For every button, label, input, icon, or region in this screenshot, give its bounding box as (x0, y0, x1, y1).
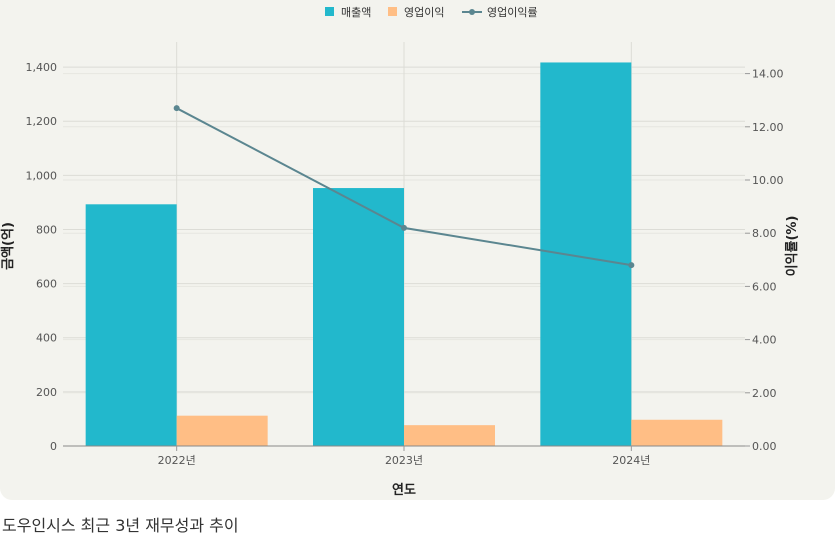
y2-tick-label: 14.00 (752, 68, 784, 81)
y2-tick-label: 0.00 (752, 440, 777, 453)
y-axis-title: 금액(억) (1, 222, 16, 270)
margin-line-point (401, 224, 407, 231)
bar-operating-profit (631, 419, 723, 446)
bar-operating-profit (176, 415, 268, 446)
x-tick-label: 2022년 (158, 454, 196, 467)
margin-line-point (628, 262, 635, 269)
y-tick-label: 0 (50, 440, 57, 453)
financial-chart: 0 200 400 600 800 1,000 1,200 1,400 0.00 2.00 4.00… (1, 6, 800, 498)
bar-revenue (85, 204, 177, 446)
y2-axis-title: 이익률(%) (784, 216, 800, 277)
legend-label: 영업이익 (404, 6, 444, 19)
bar-revenue (540, 62, 632, 446)
legend-label: 영업이익률 (487, 6, 538, 19)
chart-caption: 도우인시스 최근 3년 재무성과 추이 (2, 516, 239, 535)
legend-label: 매출액 (341, 6, 371, 19)
y2-tick-label: 4.00 (752, 334, 777, 347)
legend-swatch (325, 7, 334, 16)
y-tick-label: 1,000 (26, 169, 58, 182)
y2-tick-label: 10.00 (752, 174, 784, 187)
y-tick-label: 400 (36, 332, 57, 345)
legend-swatch (388, 7, 397, 16)
y-tick-label: 200 (36, 386, 57, 399)
y-tick-label: 1,200 (26, 115, 58, 128)
x-tick-label: 2023년 (385, 454, 423, 467)
y-tick-label: 600 (36, 278, 57, 291)
margin-line (173, 105, 635, 269)
legend: 매출액 영업이익 영업이익률 (325, 6, 538, 19)
bar-revenue (313, 188, 404, 446)
y2-tick-label: 8.00 (752, 227, 777, 240)
margin-line-point (173, 105, 180, 112)
y-tick-label: 1,400 (26, 61, 58, 74)
y-tick-label: 800 (36, 223, 57, 236)
bar-operating-profit (404, 425, 495, 446)
y2-tick-label: 12.00 (752, 121, 784, 134)
x-axis-title: 연도 (392, 483, 416, 498)
x-tick-label: 2024년 (612, 454, 650, 467)
legend-line-marker (469, 9, 475, 15)
y2-tick-label: 6.00 (752, 280, 777, 293)
axes: 0 200 400 600 800 1,000 1,200 1,400 0.00 2.00 4.00… (26, 61, 784, 467)
bars (85, 62, 723, 446)
y2-tick-label: 2.00 (752, 387, 777, 400)
